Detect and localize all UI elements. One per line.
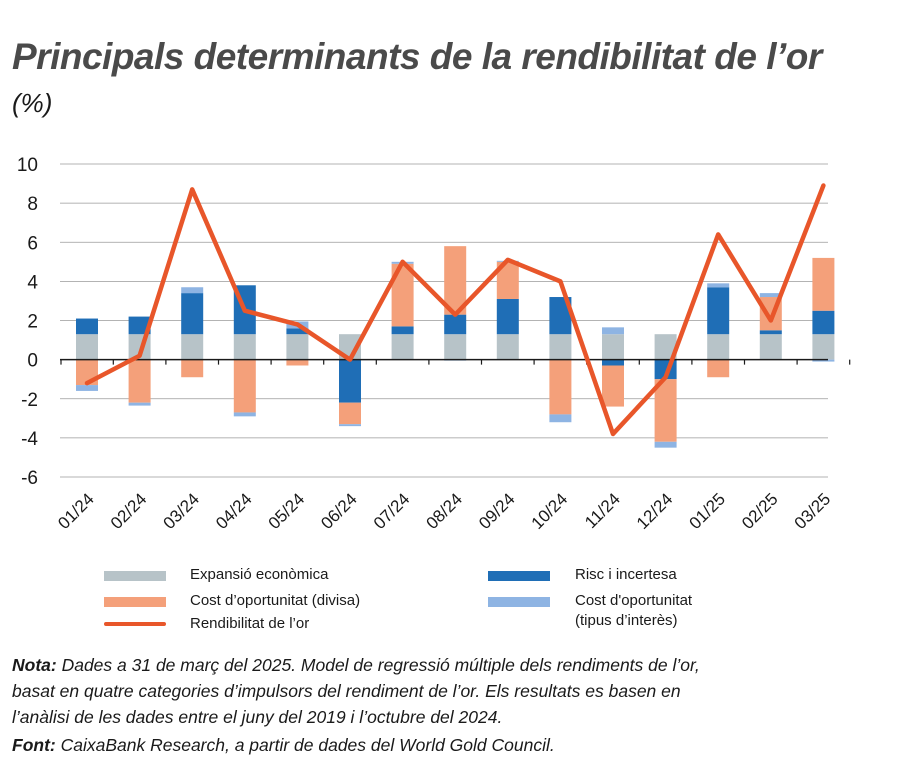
bar-rates: [812, 359, 835, 362]
note-text-1: Dades a 31 de març del 2025. Model de re…: [56, 655, 700, 675]
bar-currency: [391, 263, 414, 327]
bar-currency: [286, 359, 309, 366]
y-tick-label: 2: [27, 312, 38, 333]
note-line-2: basat en quatre categories d’impulsors d…: [12, 681, 681, 701]
bar-currency: [444, 246, 467, 315]
line-gold-return: [84, 183, 826, 437]
bar-currency: [707, 359, 730, 378]
note-line-1: Nota: Dades a 31 de març del 2025. Model…: [12, 655, 700, 676]
bar-econ: [654, 334, 677, 360]
bar-rates: [233, 412, 256, 417]
x-tick-label: 03/24: [160, 489, 204, 533]
x-tick-label: 01/24: [54, 489, 98, 533]
bar-rates: [759, 293, 782, 298]
note-label: Nota:: [12, 655, 57, 675]
legend-swatch-line: [104, 622, 166, 626]
bar-currency: [602, 365, 624, 407]
bar-econ: [707, 334, 730, 360]
bar-econ: [233, 334, 256, 360]
source-line: Font: CaixaBank Research, a partir de da…: [12, 735, 555, 756]
bar-currency: [812, 257, 835, 311]
bar-risk: [444, 314, 467, 335]
x-tick-label: 04/24: [212, 489, 256, 533]
source-label: Font:: [12, 735, 56, 755]
bar-risk: [286, 328, 309, 335]
bar-econ: [391, 334, 414, 360]
x-tick-label: 05/24: [265, 489, 309, 533]
x-tick-label: 06/24: [317, 489, 361, 533]
legend-label-line: Rendibilitat de l’or: [190, 615, 310, 632]
legend-swatch-rates: [488, 597, 550, 607]
bar-currency: [181, 359, 204, 378]
bar-econ: [496, 334, 519, 360]
x-tick-label: 01/25: [686, 489, 730, 533]
legend-label-risk: Risc i incertesa: [575, 566, 677, 583]
x-tick-label: 12/24: [633, 489, 677, 533]
bar-risk: [391, 326, 414, 335]
bar-rates: [549, 414, 572, 423]
legend-label-rates-2: (tipus d’interès): [575, 612, 678, 629]
bar-currency: [128, 359, 151, 403]
x-tick-label: 02/25: [738, 489, 782, 533]
y-tick-label: 6: [27, 233, 38, 254]
bar-risk: [76, 318, 98, 335]
legend-label-econ: Expansió econòmica: [190, 566, 329, 583]
bar-currency: [233, 359, 256, 413]
y-tick-label: 10: [17, 155, 38, 176]
x-tick-label: 09/24: [475, 489, 519, 533]
bar-risk: [496, 298, 519, 335]
bar-risk: [707, 287, 730, 335]
x-tick-label: 02/24: [107, 489, 151, 533]
y-tick-label: -4: [21, 429, 38, 450]
bar-rates: [654, 441, 677, 448]
bar-risk: [549, 297, 572, 335]
bar-rates: [181, 287, 204, 294]
bar-risk: [759, 330, 782, 335]
bar-rates: [128, 402, 151, 406]
note-line-3: l’anàlisi de les dades entre el juny del…: [12, 707, 503, 727]
chart: -6 -4 -2 0 2 4 6 8 10 01/24 02/24 03/24 04/24 05/24 06…: [17, 155, 851, 533]
bar-risk: [181, 293, 204, 335]
bar-econ: [444, 334, 467, 360]
bar-currency: [654, 379, 677, 442]
bar-econ: [286, 334, 309, 360]
bar-econ: [549, 334, 572, 360]
bar-econ: [181, 334, 204, 360]
bar-rates: [707, 283, 730, 288]
legend-swatch-econ: [104, 571, 166, 581]
legend-label-currency: Cost d’oportunitat (divisa): [190, 592, 361, 609]
x-tick-label: 07/24: [370, 489, 414, 533]
legend-swatch-risk: [488, 571, 550, 581]
bar-currency: [496, 261, 519, 299]
bar-risk: [812, 310, 835, 335]
chart-title: Principals determinants de la rendibilit…: [12, 36, 822, 77]
y-tick-label: -6: [21, 468, 38, 489]
bar-risk: [128, 316, 151, 335]
y-tick-label: 8: [27, 194, 38, 215]
bar-rates: [602, 327, 624, 335]
x-tick-label: 08/24: [423, 489, 467, 533]
legend-swatch-currency: [104, 597, 166, 607]
bar-risk: [339, 359, 361, 403]
y-tick-label: 4: [27, 272, 38, 293]
bar-econ: [76, 334, 98, 360]
bar-rates: [76, 385, 98, 391]
x-tick-label: 11/24: [581, 489, 624, 532]
chart-subtitle: (%): [12, 88, 53, 118]
bar-econ: [812, 334, 835, 360]
x-tick-label: 10/24: [528, 489, 572, 533]
bar-risk: [602, 359, 624, 366]
x-tick-label: 03/25: [791, 489, 835, 533]
bar-currency: [339, 402, 361, 425]
bar-currency: [549, 359, 572, 415]
legend-label-rates-1: Cost d'oportunitat: [575, 592, 693, 609]
bar-econ: [602, 334, 624, 360]
y-tick-label: 0: [27, 351, 38, 372]
bar-rates: [339, 424, 361, 427]
bar-econ: [759, 334, 782, 360]
y-tick-label: -2: [21, 390, 38, 411]
source-text: CaixaBank Research, a partir de dades de…: [55, 735, 555, 755]
